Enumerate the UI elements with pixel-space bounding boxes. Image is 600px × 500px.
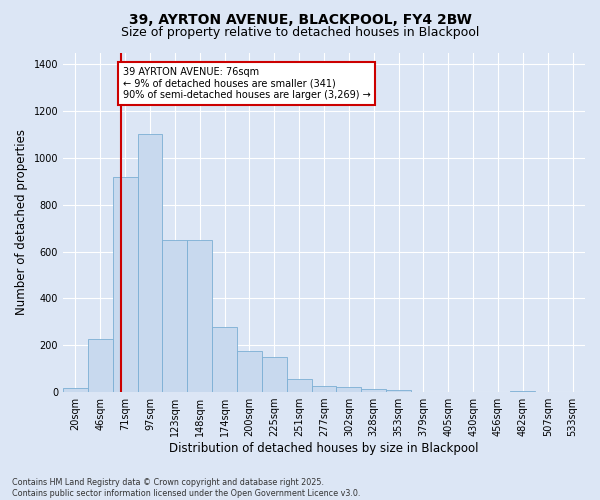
Bar	[88, 340, 113, 392]
Bar	[262, 357, 287, 392]
Bar	[212, 326, 237, 392]
Bar	[113, 176, 137, 392]
Text: Contains HM Land Registry data © Crown copyright and database right 2025.
Contai: Contains HM Land Registry data © Crown c…	[12, 478, 361, 498]
Bar	[361, 390, 386, 392]
Bar	[287, 379, 311, 392]
Y-axis label: Number of detached properties: Number of detached properties	[15, 130, 28, 316]
Bar	[311, 386, 337, 392]
Bar	[511, 391, 535, 392]
Bar	[63, 388, 88, 392]
Bar	[187, 240, 212, 392]
Text: Size of property relative to detached houses in Blackpool: Size of property relative to detached ho…	[121, 26, 479, 39]
Bar	[386, 390, 411, 392]
Bar	[137, 134, 163, 392]
Bar	[337, 387, 361, 392]
Text: 39, AYRTON AVENUE, BLACKPOOL, FY4 2BW: 39, AYRTON AVENUE, BLACKPOOL, FY4 2BW	[128, 12, 472, 26]
Bar	[237, 351, 262, 392]
X-axis label: Distribution of detached houses by size in Blackpool: Distribution of detached houses by size …	[169, 442, 479, 455]
Text: 39 AYRTON AVENUE: 76sqm
← 9% of detached houses are smaller (341)
90% of semi-de: 39 AYRTON AVENUE: 76sqm ← 9% of detached…	[122, 66, 370, 100]
Bar	[163, 240, 187, 392]
